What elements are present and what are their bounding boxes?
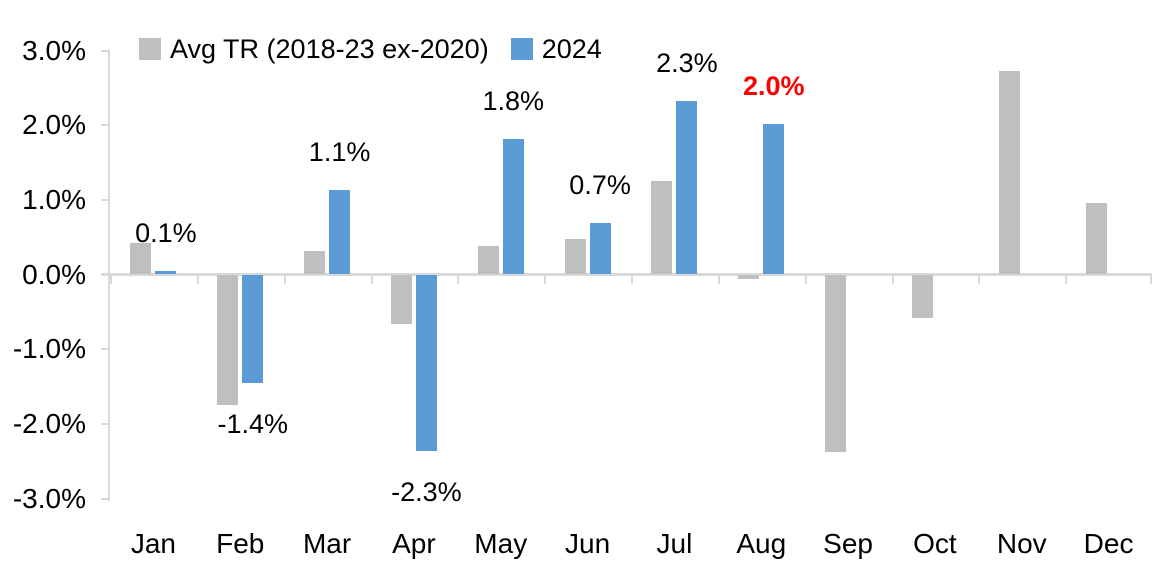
bar-2024-apr [415,274,437,451]
x-tick [891,276,894,284]
x-tick [978,276,981,284]
y-axis-label: -3.0% [12,482,86,514]
legend-label-2024: 2024 [541,34,602,64]
bar-avg-tr-oct [911,274,933,318]
y-axis-label: -2.0% [12,407,86,439]
x-tick [457,276,460,284]
data-label-feb: -1.4% [217,408,289,439]
y-axis-label: 2.0% [22,109,86,141]
y-tick [101,198,109,201]
x-axis-label-jan: Jan [130,528,176,559]
bar-avg-tr-feb [217,274,239,406]
data-label-jul: 2.3% [656,47,718,78]
x-axis-label-nov: Nov [996,528,1047,559]
data-label-may: 1.8% [482,86,545,117]
bar-2024-aug [763,123,785,275]
x-tick [283,276,286,284]
x-tick [804,276,807,284]
x-axis-label-mar: Mar [302,528,352,559]
x-tick [717,276,720,284]
y-tick [101,124,109,127]
bar-2024-mar [329,190,351,275]
legend-item-avg-tr: Avg TR (2018-23 ex-2020) [139,34,489,64]
bar-2024-may [502,139,524,275]
x-axis-label-oct: Oct [913,528,957,559]
legend-label-avg-tr: Avg TR (2018-23 ex-2020) [170,34,489,64]
y-tick [101,273,109,276]
bar-2024-feb [242,274,264,383]
bar-avg-tr-jun [564,239,586,275]
legend-swatch-avg-tr-icon [139,38,161,60]
y-tick [101,497,109,500]
bar-avg-tr-mar [304,250,326,275]
data-label-jun: 0.7% [569,169,631,200]
x-axis-label-aug: Aug [736,528,787,559]
x-tick [1065,276,1068,284]
legend-swatch-2024-icon [510,38,533,60]
x-tick [544,276,547,284]
bar-avg-tr-aug [738,274,760,279]
data-label-aug: 2.0% [742,70,805,101]
x-axis-label-jun: Jun [565,528,611,559]
y-axis-label: 1.0% [22,183,86,215]
x-axis-label-feb: Feb [216,528,265,559]
data-label-jan: 0.1% [135,217,197,248]
x-tick [1150,276,1152,284]
y-axis-label: 3.0% [22,34,86,66]
x-axis-label-may: May [474,528,528,559]
y-tick [101,422,109,425]
x-tick [631,276,633,284]
x-axis-label-dec: Dec [1083,528,1134,559]
bar-avg-tr-dec [1085,202,1107,275]
y-tick [101,49,109,52]
x-tick [196,276,199,284]
x-tick [110,276,112,284]
bar-avg-tr-may [477,246,499,275]
x-tick [370,276,373,284]
data-label-apr: -2.3% [391,476,462,507]
x-axis-label-apr: Apr [392,528,436,559]
bar-avg-tr-jan [130,243,152,275]
bar-avg-tr-nov [998,70,1020,275]
bar-2024-jul [676,100,698,275]
y-axis-label: 0.0% [22,258,86,290]
x-axis-label-jul: Jul [656,528,693,559]
data-label-mar: 1.1% [308,137,371,168]
bar-2024-jan [155,270,177,275]
y-tick [101,348,109,351]
bar-avg-tr-jul [651,181,673,275]
bar-avg-tr-apr [390,274,412,324]
x-axis-zero-line [101,273,1152,276]
legend: Avg TR (2018-23 ex-2020) 2024 [139,34,602,64]
legend-item-2024: 2024 [510,34,602,64]
x-axis-label-sep: Sep [823,528,873,559]
bar-2024-jun [589,222,611,275]
y-axis-label: -1.0% [12,333,86,365]
bar-avg-tr-sep [825,274,847,453]
